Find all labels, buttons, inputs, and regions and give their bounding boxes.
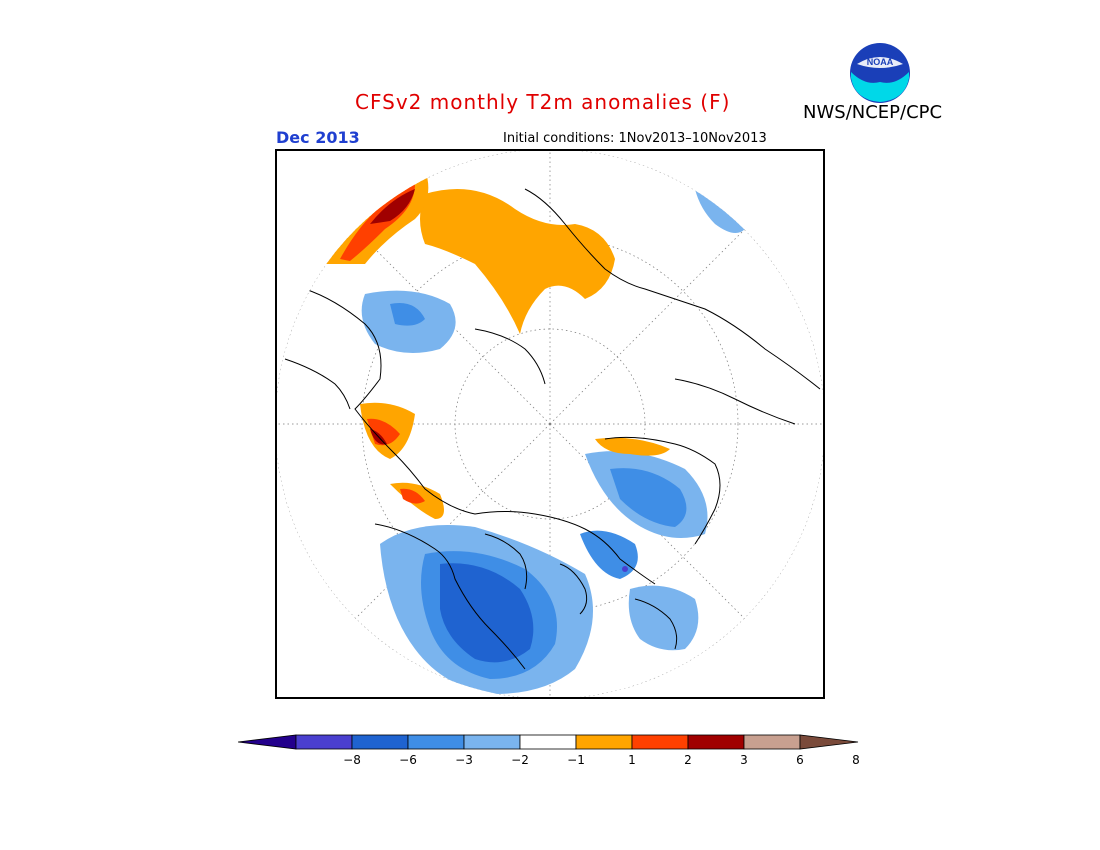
colorbar-tick-label: −1 xyxy=(567,753,585,767)
colorbar-cell xyxy=(519,734,577,750)
coastlines xyxy=(284,188,821,670)
colorbar-cell xyxy=(687,734,745,750)
map-frame xyxy=(275,149,825,699)
colorbar-arrow-low xyxy=(238,734,297,750)
colorbar-tick-label: −8 xyxy=(343,753,361,767)
colorbar-tick-label: −3 xyxy=(455,753,473,767)
colorbar-cell xyxy=(407,734,465,750)
noaa-logo: NOAA xyxy=(849,42,911,104)
colorbar-tick-label: −2 xyxy=(511,753,529,767)
colorbar-cell xyxy=(743,734,801,750)
colorbar-arrow-high xyxy=(799,734,859,750)
logo-text: NOAA xyxy=(867,57,894,67)
colorbar-tick-label: 6 xyxy=(796,753,804,767)
colorbar-cell xyxy=(295,734,353,750)
colorbar-cell xyxy=(631,734,689,750)
colorbar xyxy=(238,734,859,750)
colorbar-tick-label: −6 xyxy=(399,753,417,767)
agency-label: NWS/NCEP/CPC xyxy=(803,102,943,123)
map-title: CFSv2 monthly T2m anomalies (F) xyxy=(355,90,731,114)
initial-conditions: Initial conditions: 1Nov2013–10Nov2013 xyxy=(503,131,767,146)
noaa-logo-icon: NOAA xyxy=(850,43,910,103)
colorbar-tick-label: 1 xyxy=(628,753,636,767)
colorbar-tick-label: 8 xyxy=(852,753,860,767)
colorbar-cell xyxy=(351,734,409,750)
colorbar-tick-label: 2 xyxy=(684,753,692,767)
forecast-month: Dec 2013 xyxy=(276,128,360,147)
polar-map xyxy=(275,149,825,699)
colorbar-tick-label: 3 xyxy=(740,753,748,767)
colorbar-cell xyxy=(575,734,633,750)
colorbar-cell xyxy=(463,734,521,750)
